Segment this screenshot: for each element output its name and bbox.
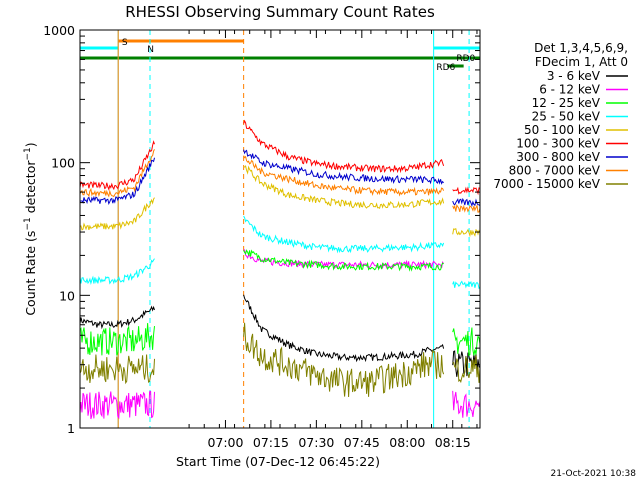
legend-label-0: 3 - 6 keV bbox=[547, 69, 601, 83]
series-3-6-kev-seg2 bbox=[243, 294, 445, 363]
series-100-300-kev-seg2 bbox=[243, 119, 445, 174]
y-tick-label-1: 10 bbox=[59, 288, 75, 303]
x-tick-label-1: 07:15 bbox=[253, 435, 289, 450]
y-axis-label: Count Rate (s−1 detector−1) bbox=[23, 142, 38, 315]
series-6-12-kev-seg3 bbox=[452, 390, 481, 418]
legend: Det 1,3,4,5,6,9,FDecim 1, Att 03 - 6 keV… bbox=[493, 41, 628, 191]
x-tick-label-0: 07:00 bbox=[207, 435, 243, 450]
y-axis-ticks: 1 10 100 1000 bbox=[43, 23, 480, 436]
y-tick-label-3: 1000 bbox=[43, 23, 75, 38]
legend-label-1: 6 - 12 keV bbox=[539, 83, 601, 97]
series-12-25-kev-seg1 bbox=[79, 323, 155, 356]
series-800-7000-kev-seg1 bbox=[79, 149, 155, 198]
series-25-50-kev-seg3 bbox=[452, 280, 481, 290]
chart-title: RHESSI Observing Summary Count Rates bbox=[125, 3, 435, 21]
series-6-12-kev-seg1 bbox=[79, 390, 155, 420]
series-12-25-kev-seg2 bbox=[243, 249, 444, 272]
series-7000-15000-kev-seg3 bbox=[452, 355, 481, 384]
x-axis-ticks: 07:00 07:15 07:30 07:45 08:00 08:15 bbox=[188, 30, 478, 450]
flag-label-2: RD0 bbox=[456, 54, 475, 64]
x-axis-label: Start Time (07-Dec-12 06:45:22) bbox=[176, 454, 380, 469]
legend-label-3: 25 - 50 keV bbox=[532, 110, 601, 124]
series-800-7000-kev-seg2 bbox=[243, 155, 445, 197]
legend-label-4: 50 - 100 keV bbox=[524, 123, 601, 137]
series-800-7000-kev-seg3 bbox=[452, 203, 481, 213]
series-100-300-kev-seg3 bbox=[452, 186, 481, 196]
legend-label-8: 7000 - 15000 keV bbox=[493, 177, 600, 191]
series-300-800-kev-seg2 bbox=[243, 149, 444, 185]
flag-label-3: RD6 bbox=[436, 63, 455, 73]
series-100-300-kev-seg1 bbox=[79, 140, 155, 191]
y-tick-label-0: 1 bbox=[67, 421, 75, 436]
y-tick-label-2: 100 bbox=[51, 156, 75, 171]
series-25-50-kev-seg2 bbox=[243, 215, 445, 254]
flag-label-1: N bbox=[147, 45, 154, 55]
series-50-100-kev-seg1 bbox=[79, 197, 155, 231]
legend-label-6: 300 - 800 keV bbox=[516, 150, 600, 164]
series-25-50-kev-seg1 bbox=[79, 258, 155, 285]
series-3-6-kev-seg1 bbox=[79, 305, 155, 330]
series-7000-15000-kev-seg1 bbox=[79, 354, 155, 385]
legend-label-7: 800 - 7000 keV bbox=[509, 164, 601, 178]
x-tick-label-2: 07:30 bbox=[298, 435, 334, 450]
series-7000-15000-kev-seg2 bbox=[243, 322, 445, 398]
x-tick-label-3: 07:45 bbox=[344, 435, 380, 450]
x-tick-label-5: 08:15 bbox=[435, 435, 471, 450]
flag-label-0: S bbox=[122, 38, 128, 48]
legend-label-2: 12 - 25 keV bbox=[532, 96, 601, 110]
plot-area bbox=[79, 119, 481, 420]
timestamp: 21-Oct-2021 10:38 bbox=[551, 469, 637, 479]
legend-header-0: Det 1,3,4,5,6,9, bbox=[534, 41, 628, 55]
legend-label-5: 100 - 300 keV bbox=[516, 137, 600, 151]
legend-header-1: FDecim 1, Att 0 bbox=[535, 55, 628, 69]
series-12-25-kev-seg3 bbox=[452, 327, 481, 357]
series-50-100-kev-seg2 bbox=[243, 165, 445, 209]
series-300-800-kev-seg1 bbox=[79, 157, 155, 206]
x-tick-label-4: 08:00 bbox=[389, 435, 425, 450]
series-50-100-kev-seg3 bbox=[452, 227, 481, 238]
